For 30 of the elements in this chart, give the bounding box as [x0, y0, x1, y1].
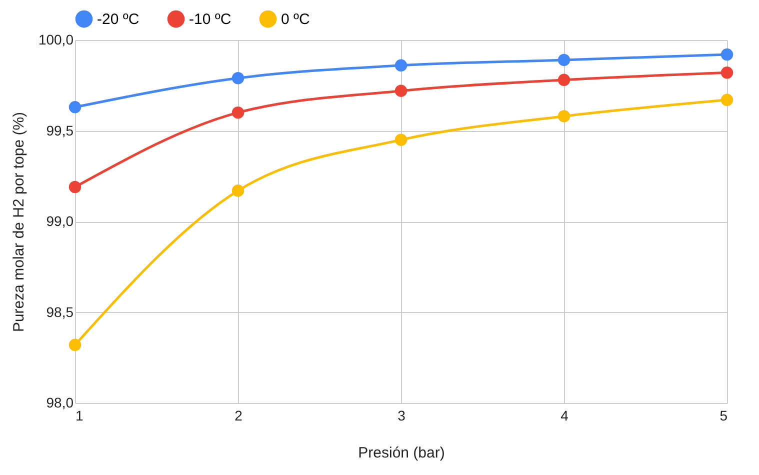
point [68, 180, 82, 194]
point [558, 54, 570, 66]
legend-label: -20 ºC [97, 11, 140, 28]
y-tick-label: 99,5 [46, 122, 74, 138]
x-tick-label: 4 [560, 408, 569, 424]
point [720, 48, 734, 61]
x-tick-label: 3 [398, 408, 406, 424]
point [68, 101, 82, 114]
legend-label: 0 ºC [281, 11, 310, 28]
point [232, 72, 244, 84]
x-tick-label: 2 [234, 408, 243, 424]
legend-label: -10 ºC [189, 11, 232, 28]
y-tick-label: 100,0 [38, 32, 74, 48]
point [720, 66, 734, 79]
point [232, 106, 244, 119]
point [394, 134, 408, 146]
y-tick-label: 98,0 [46, 394, 74, 410]
point [232, 184, 244, 197]
point [558, 74, 570, 86]
y-axis-title: Pureza molar de H2 por tope (%) [10, 112, 28, 332]
point [394, 59, 408, 72]
x-axis-title: Presión (bar) [358, 444, 445, 462]
point [394, 84, 408, 97]
y-tick-label: 98,5 [46, 304, 74, 320]
point [558, 110, 570, 122]
point [720, 94, 734, 106]
x-tick-label: 1 [76, 408, 84, 424]
point [68, 338, 82, 352]
x-tick-label: 5 [720, 408, 728, 424]
y-tick-label: 99,0 [46, 213, 74, 229]
